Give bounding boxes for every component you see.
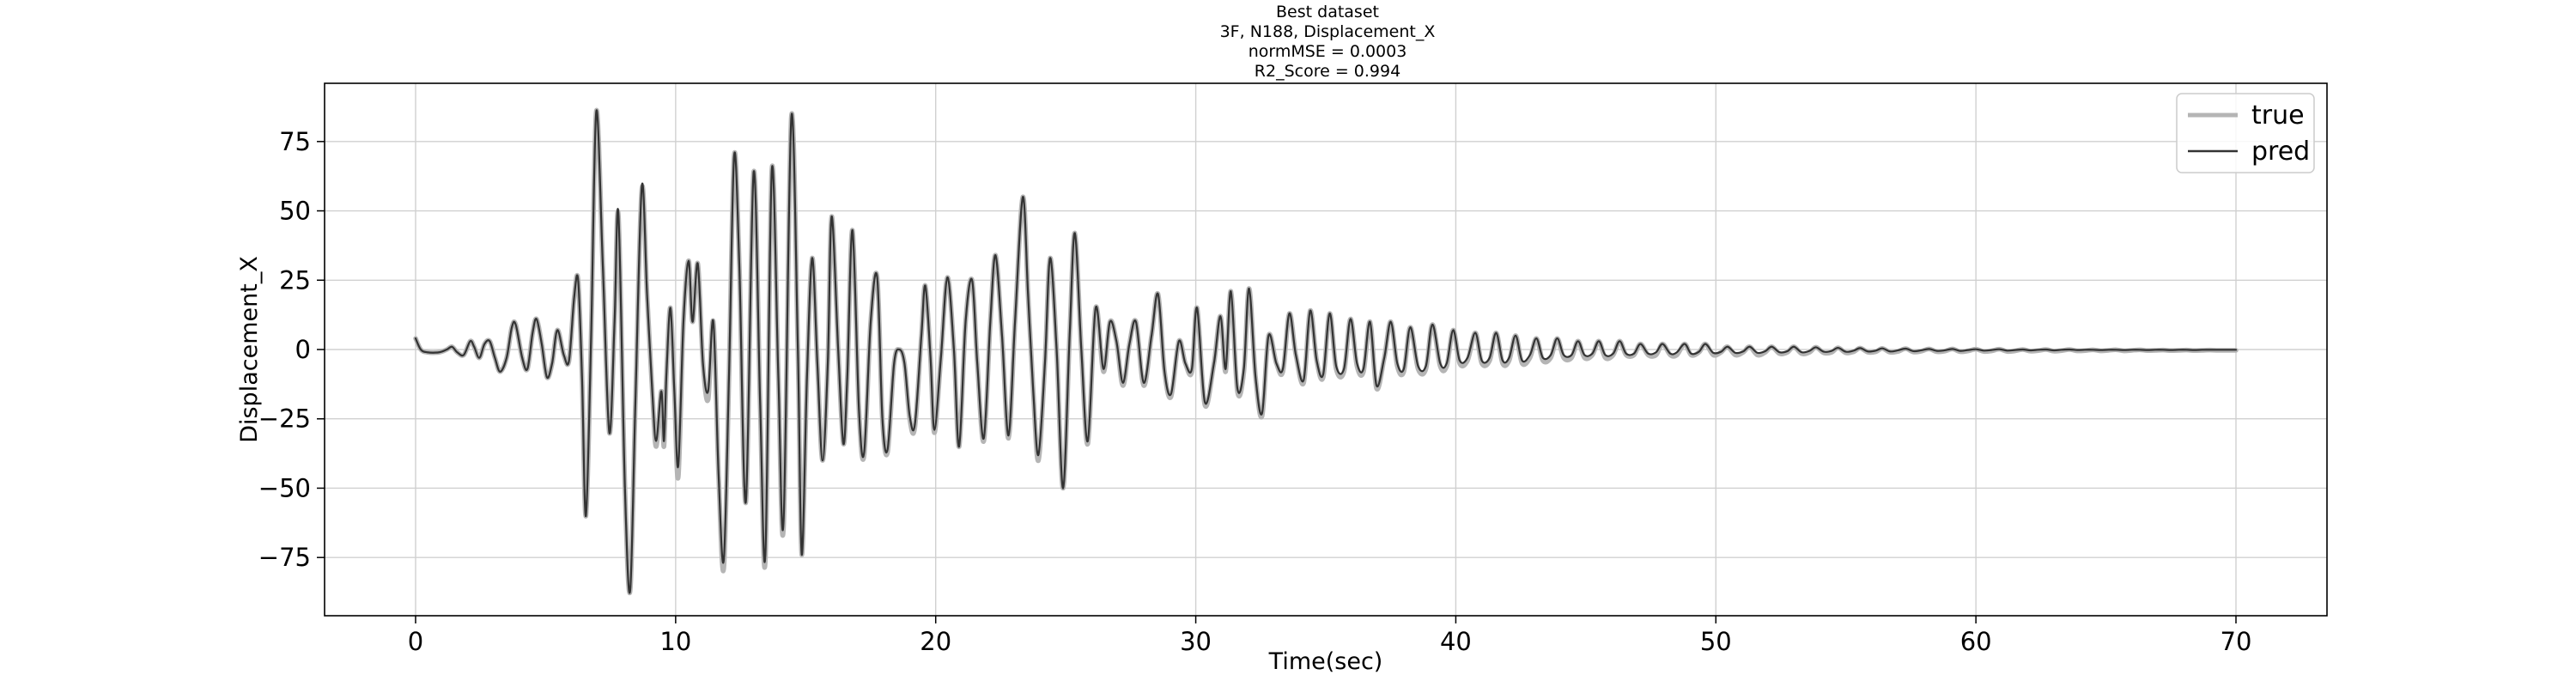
y-axis-label: Displacement_X xyxy=(236,256,263,443)
legend: true pred xyxy=(2176,93,2315,173)
x-tick-label: 0 xyxy=(408,627,423,656)
legend-pred-label: pred xyxy=(2251,137,2310,167)
plot-area-frame xyxy=(324,82,2328,617)
legend-true-label: true xyxy=(2251,100,2305,131)
x-tick-label: 30 xyxy=(1180,627,1212,656)
x-tick-label: 60 xyxy=(1960,627,1992,656)
y-tick-label: −50 xyxy=(258,473,311,502)
x-tick-label: 20 xyxy=(920,627,951,656)
title-line-1: Best dataset xyxy=(1276,3,1379,21)
series-line-pred xyxy=(414,109,2238,594)
y-tick-label: 0 xyxy=(295,335,311,364)
y-tick-label: 25 xyxy=(279,265,311,295)
chart-title: Best dataset 3F, N188, Displacement_X no… xyxy=(1220,3,1436,81)
x-axis-label: Time(sec) xyxy=(1268,648,1383,675)
y-tick-label: 50 xyxy=(279,197,311,226)
y-tick-label: −75 xyxy=(258,543,311,572)
ticks: 0 10 20 30 40 50 60 70 −75 −50 −25 0 25 50 75 xyxy=(258,127,2252,656)
y-tick-label: −25 xyxy=(258,404,311,434)
x-tick-label: 50 xyxy=(1700,627,1732,656)
title-line-3: normMSE = 0.0003 xyxy=(1249,42,1407,61)
series-layer xyxy=(413,107,2239,596)
y-tick-label: 75 xyxy=(279,127,311,156)
x-tick-label: 40 xyxy=(1440,627,1472,656)
title-line-4: R2_Score = 0.994 xyxy=(1255,62,1400,81)
x-tick-label: 10 xyxy=(659,627,691,656)
x-tick-label: 70 xyxy=(2221,627,2252,656)
title-line-2: 3F, N188, Displacement_X xyxy=(1220,22,1436,41)
